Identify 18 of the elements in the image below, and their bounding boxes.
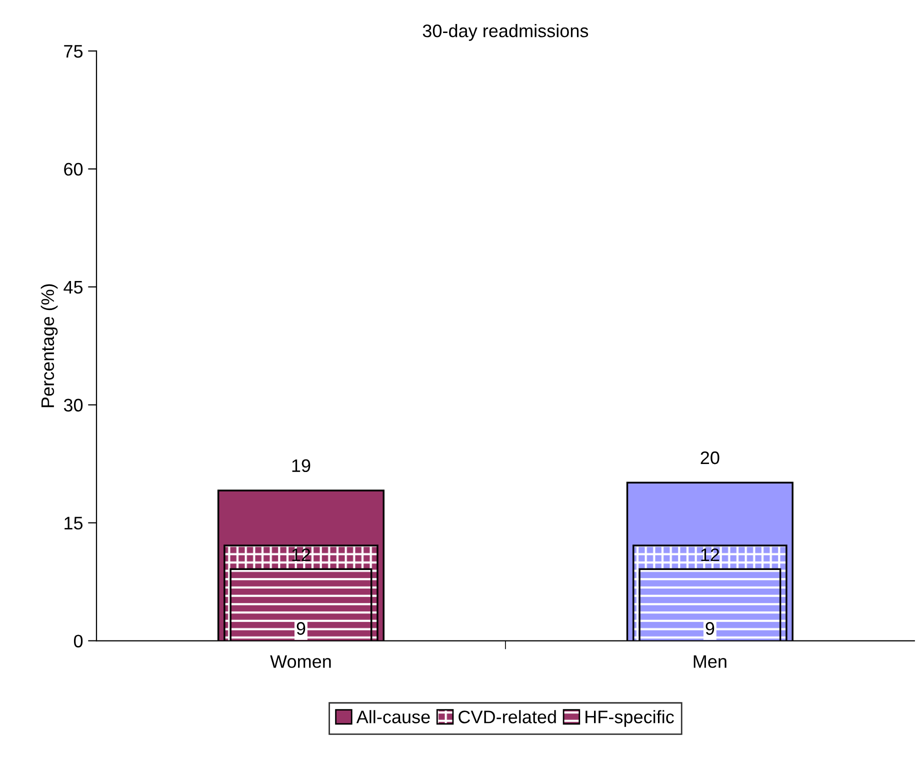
data-label: 9 (296, 622, 306, 635)
data-label: 9 (706, 622, 714, 635)
data-label: 19 (292, 459, 310, 472)
y-tick-label: 30 (64, 398, 83, 412)
data-label: 12 (701, 548, 720, 562)
legend-label: HF-specific (586, 710, 674, 727)
y-tick-label: 15 (64, 516, 83, 530)
x-tick-label: Women (270, 655, 331, 668)
y-tick-label: 60 (64, 162, 83, 176)
y-tick-label: 45 (64, 281, 83, 294)
x-tick-label: Men (694, 655, 726, 668)
data-label: 20 (700, 451, 720, 464)
chart-title: 30-day readmissions (422, 24, 588, 41)
legend-label: All-cause (356, 710, 430, 724)
y-axis-title: Percentage (%) (40, 284, 58, 408)
legend-label: CVD-related (458, 710, 556, 724)
y-tick-label: 0 (74, 634, 83, 648)
y-tick-label: 75 (64, 45, 83, 58)
